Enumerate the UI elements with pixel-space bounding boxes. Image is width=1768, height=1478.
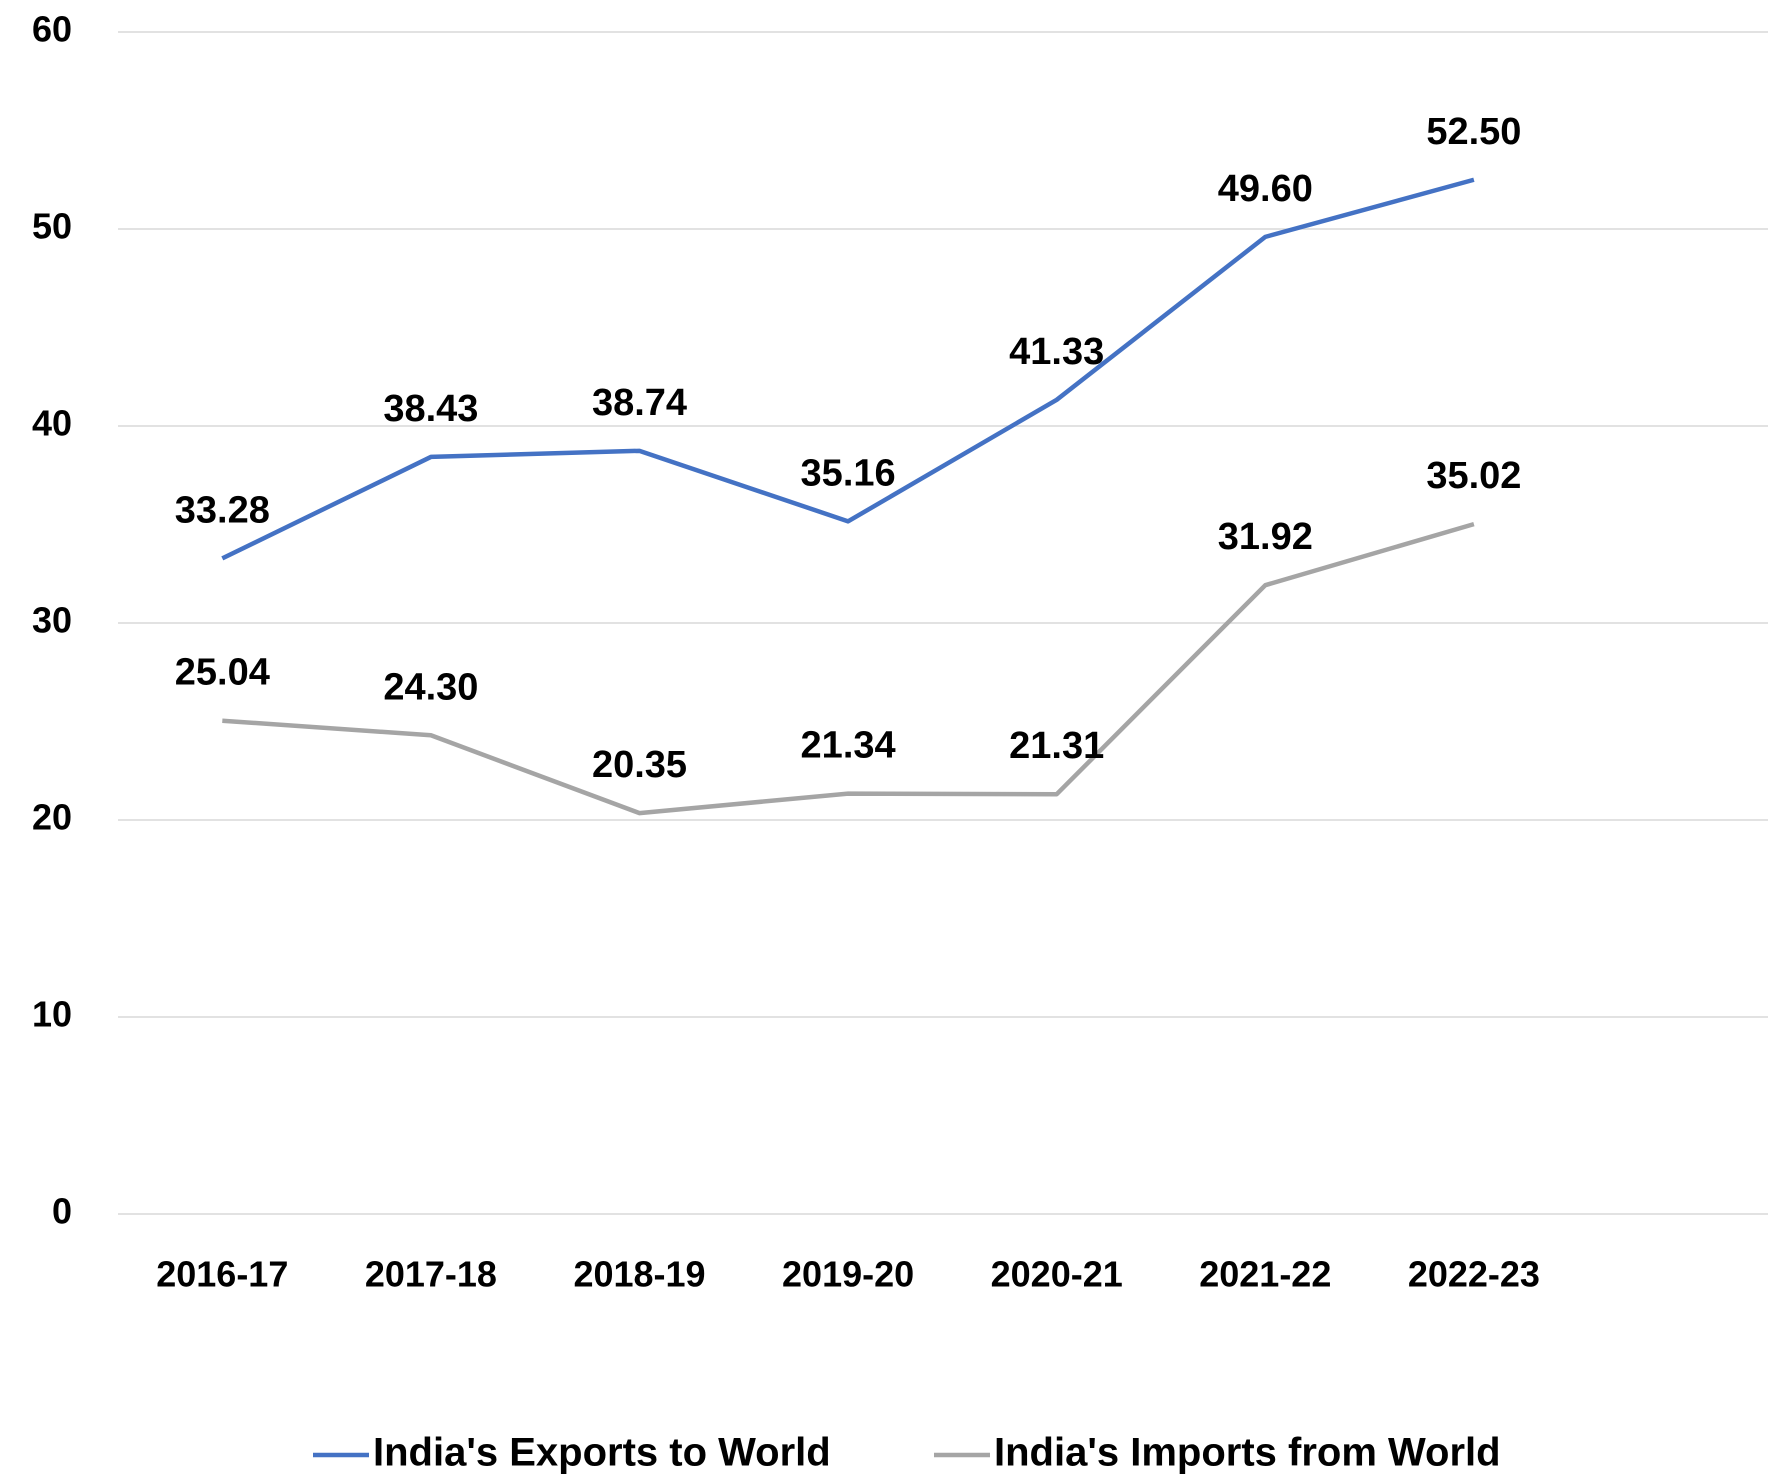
data-label: 33.28 — [175, 489, 270, 531]
x-tick-label: 2017-18 — [365, 1254, 497, 1295]
line — [221, 177, 1475, 561]
y-tick-label: 0 — [52, 1191, 72, 1232]
x-tick-label: 2016-17 — [156, 1254, 288, 1295]
y-tick-label: 30 — [32, 600, 72, 641]
x-tick-label: 2018-19 — [573, 1254, 705, 1295]
x-tick-label: 2021-22 — [1199, 1254, 1331, 1295]
legend-label: India's Imports from World — [994, 1431, 1501, 1475]
y-tick-label: 60 — [32, 9, 72, 50]
legend-label: India's Exports to World — [373, 1431, 831, 1475]
y-tick-label: 20 — [32, 797, 72, 838]
data-label: 38.43 — [383, 388, 478, 430]
data-label: 21.34 — [801, 725, 896, 767]
data-label: 31.92 — [1218, 516, 1313, 558]
data-label: 38.74 — [592, 382, 687, 424]
data-label: 49.60 — [1218, 168, 1313, 210]
line — [222, 521, 1475, 816]
data-label: 35.16 — [801, 452, 896, 494]
y-tick-label: 10 — [32, 994, 72, 1035]
data-label: 35.02 — [1426, 455, 1521, 497]
data-label: 24.30 — [383, 666, 478, 708]
y-tick-label: 50 — [32, 206, 72, 247]
x-tick-label: 2020-21 — [991, 1254, 1123, 1295]
x-tick-label: 2019-20 — [782, 1254, 914, 1295]
x-tick-label: 2022-23 — [1408, 1254, 1540, 1295]
data-label: 25.04 — [175, 652, 270, 694]
data-label: 20.35 — [592, 744, 687, 786]
data-label: 41.33 — [1009, 331, 1104, 373]
data-label: 21.31 — [1009, 725, 1104, 767]
y-tick-label: 40 — [32, 403, 72, 444]
data-label: 52.50 — [1426, 111, 1521, 153]
